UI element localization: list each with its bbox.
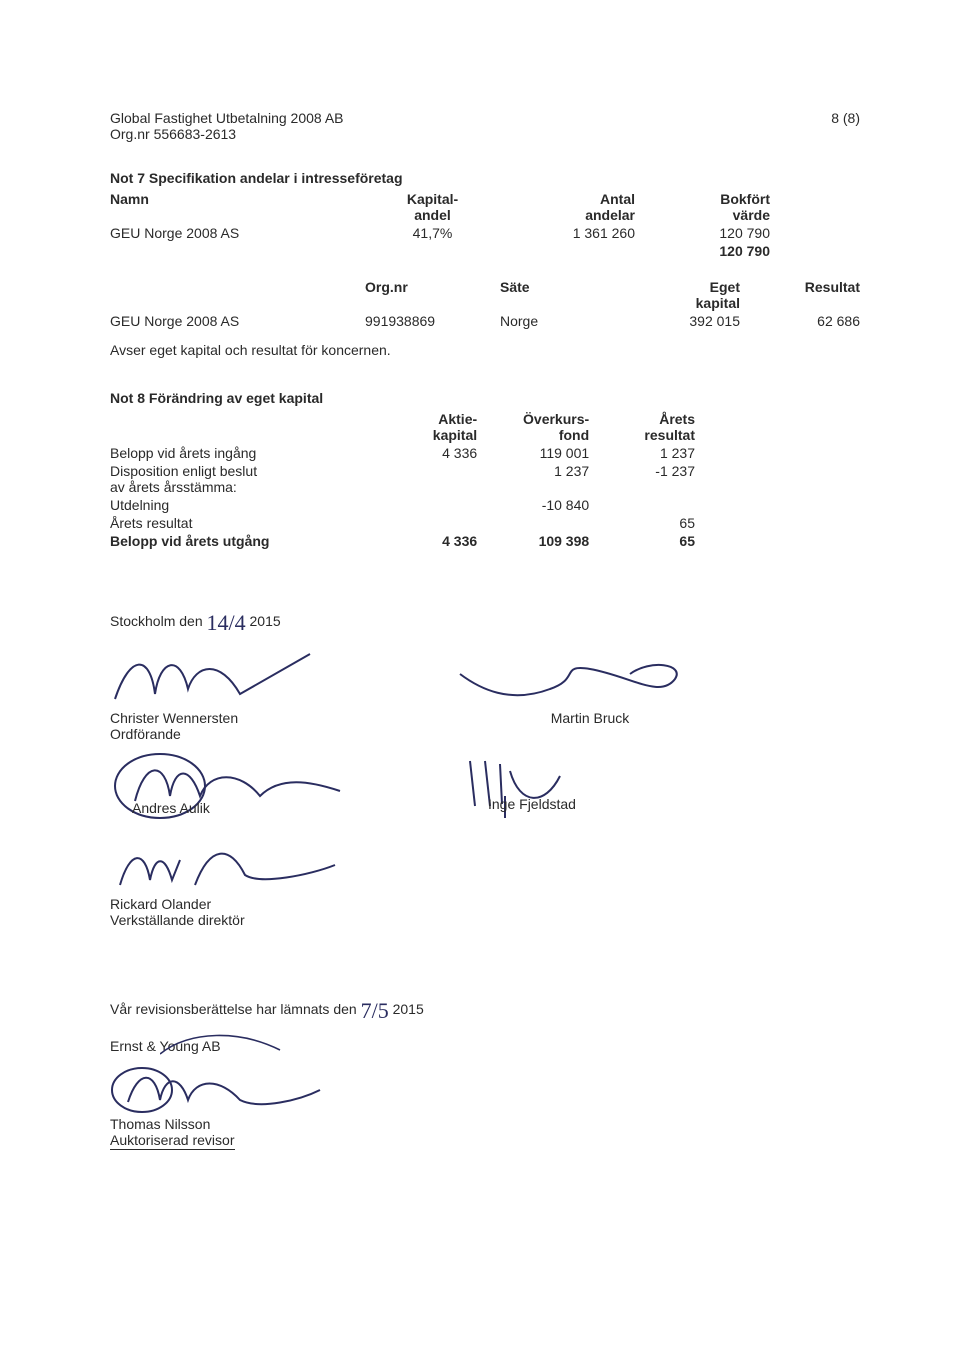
signer-4: Inge Fjeldstad (450, 746, 730, 822)
cell: 41,7% (365, 224, 500, 242)
table-row: 120 790 (110, 242, 860, 260)
signature-block: Stockholm den 14/4 2015 Christer Wenners… (110, 610, 860, 1100)
signer-name: Christer Wennersten (110, 710, 390, 726)
handwritten-date: 14/4 (207, 610, 246, 636)
page-number: 8 (8) (831, 110, 860, 142)
th-eget: Eget kapital (605, 278, 740, 312)
signer-2: Martin Bruck (450, 644, 730, 742)
company-block: Global Fastighet Utbetalning 2008 AB Org… (110, 110, 344, 142)
th-aktie: Aktie- kapital (371, 410, 477, 444)
table-row: Utdelning -10 840 (110, 496, 695, 514)
audit-date-line: Vår revisionsberättelse har lämnats den … (110, 998, 860, 1024)
cell (371, 496, 477, 514)
cell: 62 686 (740, 312, 860, 330)
signer-name: Martin Bruck (450, 710, 730, 726)
th-antal: Antal andelar (500, 190, 635, 224)
table-row: GEU Norge 2008 AS 991938869 Norge 392 01… (110, 312, 860, 330)
th-namn: Namn (110, 190, 365, 224)
note7-footnote: Avser eget kapital och resultat för konc… (110, 342, 860, 358)
th-resultat: Resultat (740, 278, 860, 312)
table-row: Belopp vid årets ingång 4 336 119 001 1 … (110, 444, 695, 462)
cell: -1 237 (589, 462, 695, 496)
cell (371, 514, 477, 532)
signer-5: Rickard Olander Verkställande direktör (110, 830, 390, 928)
cell: 991938869 (365, 312, 500, 330)
cell: 1 237 (589, 444, 695, 462)
cell: Disposition enligt beslut av årets årsst… (110, 462, 371, 496)
signer-name: Inge Fjeldstad (488, 796, 576, 812)
signature-icon (110, 830, 350, 894)
cell: Belopp vid årets utgång (110, 532, 371, 550)
auditor-name: Thomas Nilsson (110, 1116, 860, 1132)
signer-name: Andres Aulik (132, 800, 210, 816)
cell: 1 237 (477, 462, 589, 496)
signer-name: Rickard Olander (110, 896, 390, 912)
document-header: Global Fastighet Utbetalning 2008 AB Org… (110, 110, 860, 142)
cell: 65 (589, 532, 695, 550)
signer-title: Verkställande direktör (110, 912, 390, 928)
signature-icon (110, 1060, 330, 1116)
cell: 109 398 (477, 532, 589, 550)
signature-stroke-icon (160, 1032, 320, 1062)
cell: 119 001 (477, 444, 589, 462)
cell: 1 361 260 (500, 224, 635, 242)
cell: 4 336 (371, 444, 477, 462)
org-number: Org.nr 556683-2613 (110, 126, 344, 142)
audit-year: 2015 (389, 1001, 424, 1017)
auditor-title: Auktoriserad revisor (110, 1132, 235, 1150)
th-sate: Säte (500, 278, 605, 312)
th-kapital: Kapital- andel (365, 190, 500, 224)
audit-prefix: Vår revisionsberättelse har lämnats den (110, 1001, 361, 1017)
cell: 4 336 (371, 532, 477, 550)
table-row: GEU Norge 2008 AS 41,7% 1 361 260 120 79… (110, 224, 860, 242)
note8-table: Aktie- kapital Överkurs- fond Årets resu… (110, 410, 695, 550)
cell: 120 790 (635, 224, 770, 242)
handwritten-date: 7/5 (361, 998, 389, 1024)
date-year: 2015 (246, 613, 281, 629)
cell: Belopp vid årets ingång (110, 444, 371, 462)
signature-icon (450, 644, 690, 708)
cell: 392 015 (605, 312, 740, 330)
cell-total: 120 790 (635, 242, 770, 260)
cell: GEU Norge 2008 AS (110, 312, 365, 330)
company-name: Global Fastighet Utbetalning 2008 AB (110, 110, 344, 126)
cell: Norge (500, 312, 605, 330)
th-arets: Årets resultat (589, 410, 695, 444)
audit-block: Vår revisionsberättelse har lämnats den … (110, 998, 860, 1150)
table-row: Årets resultat 65 (110, 514, 695, 532)
cell (477, 514, 589, 532)
table-row-total: Belopp vid årets utgång 4 336 109 398 65 (110, 532, 695, 550)
th-orgnr: Org.nr (365, 278, 500, 312)
cell (371, 462, 477, 496)
table-row: Disposition enligt beslut av årets årsst… (110, 462, 695, 496)
cell (589, 496, 695, 514)
th-bokfort: Bokfört värde (635, 190, 770, 224)
signature-icon (110, 644, 330, 708)
cell: GEU Norge 2008 AS (110, 224, 365, 242)
cell: -10 840 (477, 496, 589, 514)
signer-title: Ordförande (110, 726, 390, 742)
note7-table-b: Org.nr Säte Eget kapital Resultat GEU No… (110, 278, 860, 330)
th-overkurs: Överkurs- fond (477, 410, 589, 444)
cell: Utdelning (110, 496, 371, 514)
cell: Årets resultat (110, 514, 371, 532)
place-label: Stockholm den (110, 613, 207, 629)
signer-3: Andres Aulik (110, 746, 390, 822)
document-page: Global Fastighet Utbetalning 2008 AB Org… (0, 0, 960, 1160)
signer-1: Christer Wennersten Ordförande (110, 644, 390, 742)
note7-table-a: Namn Kapital- andel Antal andelar Bokför… (110, 190, 860, 260)
note8-title: Not 8 Förändring av eget kapital (110, 390, 860, 406)
cell: 65 (589, 514, 695, 532)
signature-date-line: Stockholm den 14/4 2015 (110, 610, 860, 636)
note7-title: Not 7 Specifikation andelar i intressefö… (110, 170, 860, 186)
